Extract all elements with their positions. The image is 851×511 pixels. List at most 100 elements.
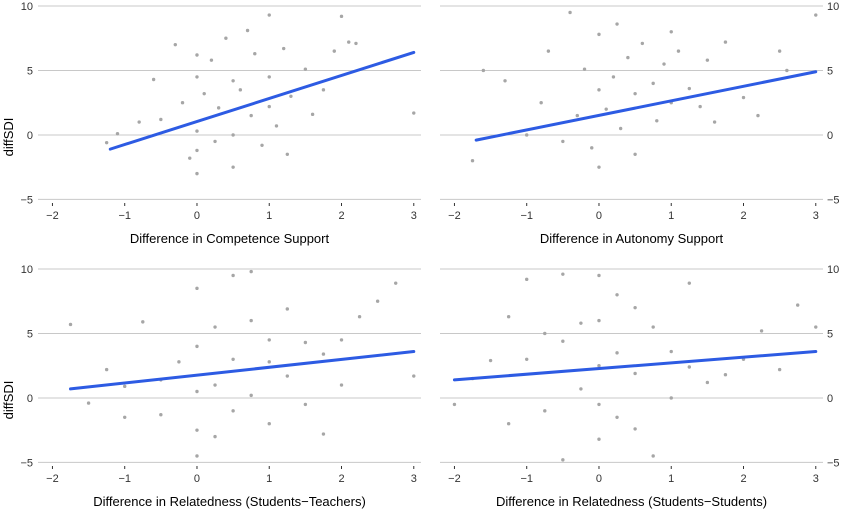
panel-1-point: [195, 129, 199, 133]
panel-3-point: [141, 320, 145, 324]
panel-2-point: [756, 113, 760, 118]
panel-3-points: [68, 269, 416, 458]
panel-1-x-tick-label: 0: [194, 210, 200, 222]
panel-4-point: [561, 458, 565, 462]
panel-1-point: [289, 94, 293, 98]
panel-1-point: [115, 131, 120, 136]
panel-4-x-axis-label: Difference in Relatedness (Students−Stud…: [496, 494, 767, 509]
panel-3-fit-line: [69, 350, 416, 391]
panel-4-point: [687, 281, 692, 285]
panel-1-point: [195, 148, 199, 153]
panel-3-y-tick-label: 0: [27, 393, 33, 405]
panel-4-point: [597, 273, 601, 278]
panel-3-point: [104, 367, 109, 372]
panel-4-point: [579, 321, 583, 325]
panel-1-point: [267, 75, 271, 79]
panel-1-point: [209, 58, 214, 62]
panel-3-point: [177, 360, 181, 364]
panel-1-point: [188, 156, 192, 160]
panel-1-point: [354, 41, 358, 46]
panel-4-x-tick-label: 3: [813, 473, 819, 485]
panel-2-point: [676, 49, 681, 53]
panel-4-point: [669, 396, 673, 400]
panel-2-point: [615, 22, 619, 26]
panel-2-point: [597, 88, 601, 92]
bottom-y-axis-label: diffSDI: [1, 381, 16, 420]
panel-3-point: [213, 325, 217, 329]
panel-3-x-tick-label: 2: [338, 473, 344, 485]
panel-1-point: [339, 14, 344, 19]
panel-4-x-tick-label: 1: [668, 473, 674, 485]
panel-4-point: [669, 349, 673, 354]
panel-1-x-tick-label: −2: [46, 210, 59, 222]
panel-2-point: [525, 133, 529, 137]
panel-4-y-tick-label: −5: [827, 457, 840, 469]
panel-3-point: [321, 352, 326, 356]
panel-4-x-tick-label: 2: [740, 473, 746, 485]
panel-2-point: [575, 113, 580, 118]
panel-3-point: [267, 422, 271, 426]
panel-1-point: [195, 75, 199, 79]
panel-4-point: [723, 373, 728, 377]
panel-3-x-axis-label: Difference in Relatedness (Students−Teac…: [93, 494, 366, 509]
panel-4-point: [814, 325, 818, 329]
panel-4-point: [597, 437, 601, 441]
panel-4-y-tick-label: 10: [827, 264, 839, 276]
panel-1-point: [195, 53, 199, 57]
panel-1-point: [231, 133, 235, 137]
panel-1-point: [224, 36, 228, 40]
panel-autonomy: −2 −1 0 1 2 3 −5 0 5 10 Difference in Autonomy Su…: [440, 1, 840, 246]
panel-1-x-tick-label: 2: [338, 210, 344, 222]
panel-4-point: [525, 357, 529, 361]
panel-4-grid: [440, 268, 823, 463]
panel-1-y-tick-label: 5: [27, 65, 33, 77]
panel-1-point: [281, 46, 286, 51]
panel-2-point: [705, 58, 710, 62]
panel-1-point: [332, 49, 336, 53]
panel-relatedness-students: −2 −1 0 1 2 3 −5 0 5 10 Difference in Relatedness…: [440, 264, 840, 509]
panel-1-grid: [38, 5, 421, 200]
panel-4-point: [759, 329, 764, 333]
panel-2-point: [687, 86, 692, 91]
panel-1-point: [249, 113, 253, 118]
panel-4-x-tick-label: −2: [448, 473, 461, 485]
panel-1-y-tick-label: 0: [27, 130, 33, 142]
panel-4-point: [777, 367, 782, 372]
panel-1-point: [159, 117, 163, 122]
panel-2-x-tick-label: 3: [813, 210, 819, 222]
panel-1-point: [137, 120, 141, 124]
panel-2-point: [470, 159, 475, 163]
panel-4-point: [506, 315, 511, 319]
panel-2-point: [539, 101, 543, 105]
panel-3-point: [339, 338, 344, 342]
panel-4-x-tick-label: −1: [520, 473, 533, 485]
panel-1-point: [321, 88, 326, 92]
panel-3-point: [394, 281, 398, 285]
panel-2-point: [604, 107, 608, 111]
panel-3-point: [303, 340, 308, 345]
panel-4-points: [452, 272, 818, 462]
panel-1-point: [202, 91, 206, 96]
panel-4-point: [705, 380, 710, 385]
panel-2-x-tick-label: −1: [520, 210, 533, 222]
panel-4-ticks: −2 −1 0 1 2 3 −5 0 5 10: [448, 264, 839, 485]
panel-3-point: [339, 383, 344, 387]
panel-1-fit-line: [108, 50, 416, 151]
panel-3-point: [303, 402, 308, 407]
panel-2-x-axis-label: Difference in Autonomy Support: [540, 231, 724, 246]
panel-1-point: [180, 101, 185, 105]
panel-2-fit-line: [474, 70, 818, 142]
panel-3-point: [123, 415, 127, 419]
panel-4-point: [651, 325, 655, 329]
panel-4-y-tick-label: 5: [827, 328, 833, 340]
panel-3-x-tick-label: 0: [194, 473, 200, 485]
panel-3-point: [213, 383, 217, 387]
panel-1-points: [104, 13, 416, 176]
panel-3-x-tick-label: −1: [118, 473, 131, 485]
panel-3-point: [285, 374, 290, 378]
panel-3-point: [267, 360, 271, 364]
panel-2-point: [618, 126, 623, 131]
panel-1-point: [347, 40, 351, 44]
panel-2-x-tick-label: 2: [740, 210, 746, 222]
